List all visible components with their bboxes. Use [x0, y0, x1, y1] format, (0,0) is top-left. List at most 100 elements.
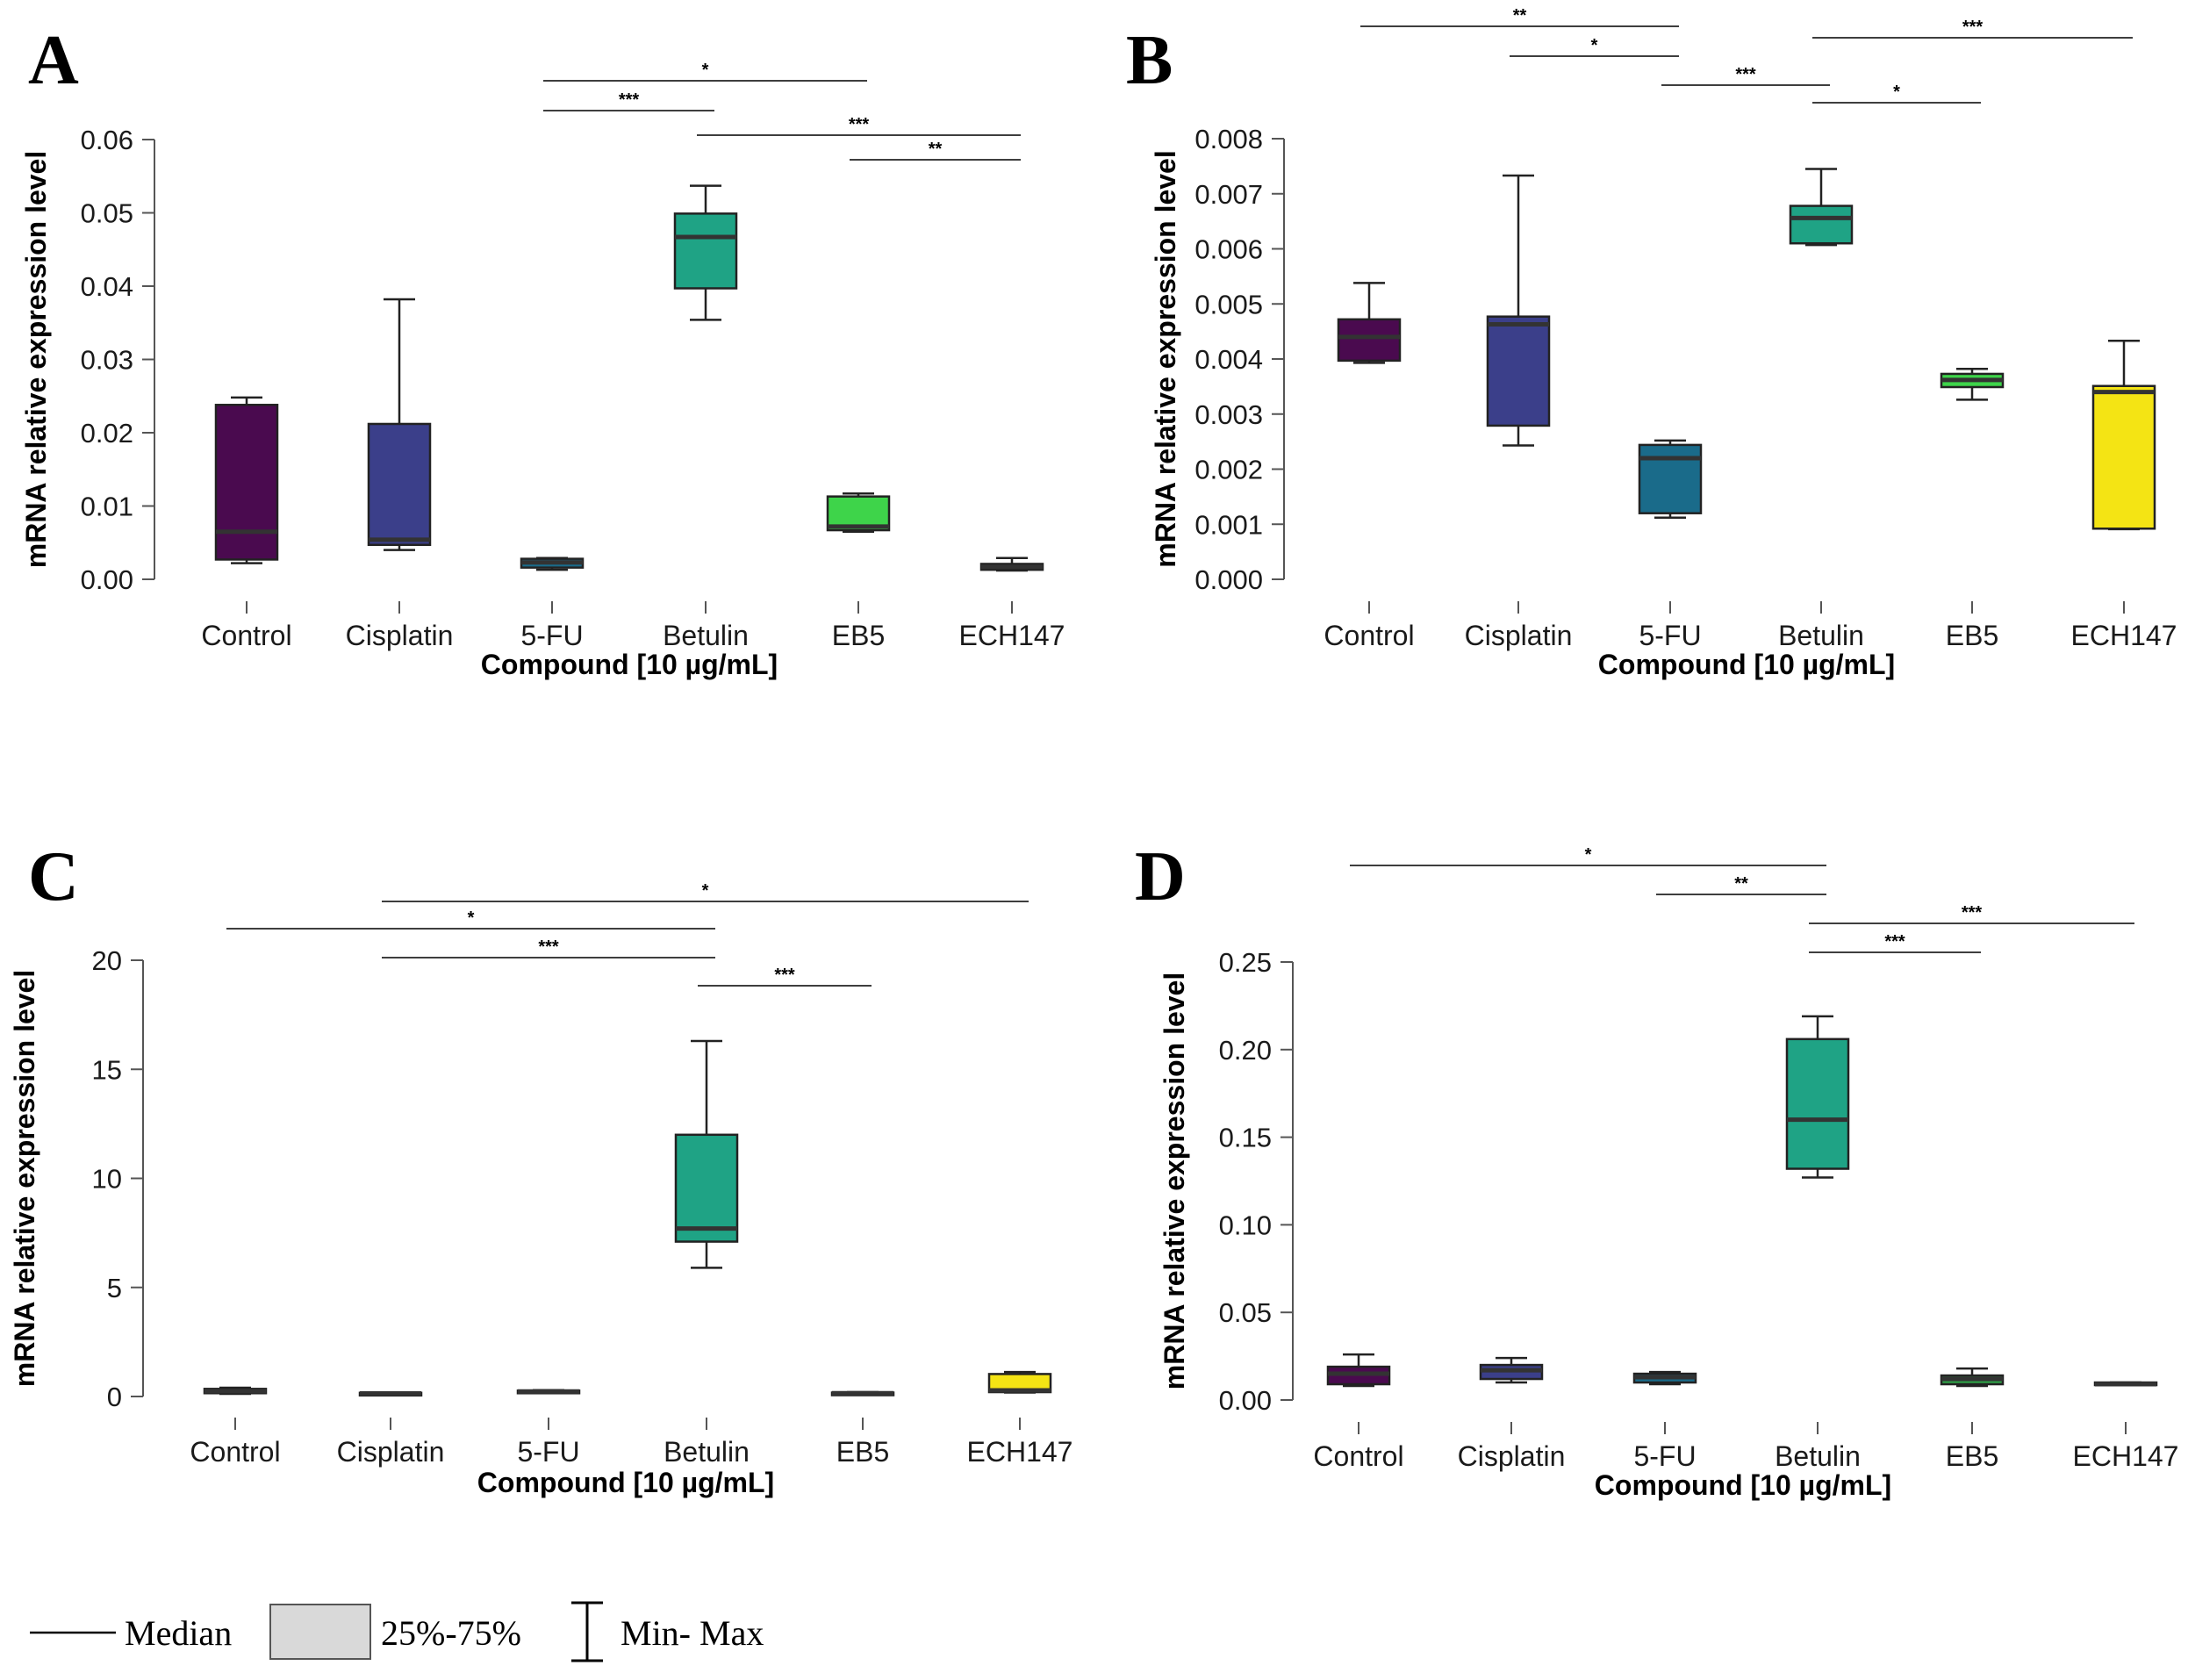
x-tick-label: Betulin: [1778, 620, 1864, 651]
significance-bar: *: [1812, 83, 1981, 104]
y-tick-label: 0.10: [1219, 1210, 1272, 1240]
x-axis-title: Compound [10 µg/mL]: [1595, 1469, 1891, 1501]
significance-bar: *: [1350, 845, 1826, 866]
significance-label: ***: [1962, 18, 1984, 37]
y-tick-label: 0.25: [1219, 947, 1272, 978]
legend: Median 25%-75% Min- Max: [30, 1601, 764, 1662]
significance-label: ***: [1962, 903, 1983, 923]
legend-range-icon: [571, 1601, 603, 1662]
box-5-fu: [520, 556, 585, 571]
box-cisplatin: [367, 298, 432, 551]
significance-bar: *: [543, 61, 867, 82]
x-tick-label: 5-FU: [1633, 1440, 1696, 1472]
y-tick-label: 0.005: [1194, 289, 1263, 319]
significance-label: ***: [619, 90, 640, 110]
legend-range-label: Min- Max: [621, 1613, 764, 1653]
x-tick-label: EB5: [836, 1436, 889, 1468]
box-betulin: [1785, 1015, 1850, 1179]
box-ech147: [2091, 340, 2156, 531]
box-control: [203, 1386, 268, 1396]
box-eb5: [1940, 1367, 2005, 1388]
y-tick-label: 0.008: [1194, 124, 1263, 154]
significance-bar: **: [850, 140, 1021, 161]
y-tick-label: 0.00: [81, 564, 133, 595]
y-tick-label: 0.05: [1219, 1297, 1272, 1328]
legend-iqr-swatch: [269, 1604, 371, 1660]
y-tick-label: 0.04: [81, 271, 133, 302]
box-cisplatin: [1479, 1356, 1544, 1384]
iqr-box: [674, 1133, 739, 1243]
box-control: [214, 396, 279, 564]
significance-bar: **: [1360, 6, 1679, 27]
significance-label: **: [1734, 874, 1748, 894]
iqr-box: [1785, 1037, 1850, 1170]
significance-bar: *: [382, 881, 1029, 902]
y-tick-label: 0.004: [1194, 344, 1263, 375]
significance-label: *: [1591, 36, 1598, 55]
y-tick-label: 0.02: [81, 418, 133, 449]
x-tick-label: Control: [1324, 620, 1414, 651]
significance-label: *: [468, 908, 475, 928]
x-tick-label: Cisplatin: [1465, 620, 1573, 651]
y-axis-title: mRNA relative expression level: [20, 151, 52, 568]
significance-bar: ***: [1809, 932, 1981, 953]
x-tick-label: ECH147: [967, 1436, 1073, 1468]
x-tick-label: 5-FU: [517, 1436, 579, 1468]
significance-label: ***: [774, 966, 795, 985]
significance-bar: ***: [697, 115, 1021, 136]
box-control: [1337, 282, 1402, 364]
y-tick-label: 0.006: [1194, 234, 1263, 265]
box-ech147: [987, 1370, 1052, 1394]
y-tick-label: 15: [92, 1054, 122, 1085]
significance-label: ***: [849, 115, 870, 134]
x-tick-label: Control: [1313, 1440, 1403, 1472]
y-tick-label: 0.000: [1194, 564, 1263, 595]
significance-label: ***: [1884, 932, 1905, 951]
y-tick-label: 0.06: [81, 125, 133, 155]
iqr-box: [1638, 443, 1703, 514]
box-eb5: [1940, 368, 2005, 401]
iqr-box: [1789, 205, 1854, 245]
significance-label: *: [1893, 83, 1900, 102]
x-tick-label: Cisplatin: [1458, 1440, 1566, 1472]
panel-letter: D: [1135, 838, 1186, 915]
panel-letter: C: [28, 838, 79, 915]
iqr-box: [1337, 318, 1402, 363]
x-tick-label: 5-FU: [520, 620, 583, 651]
panel-c: C 0 5 10 15 20 mRNA relative expression level C…: [9, 838, 1072, 1498]
y-tick-label: 0.15: [1219, 1123, 1272, 1153]
significance-label: *: [1585, 845, 1592, 865]
x-tick-label: Betulin: [663, 620, 749, 651]
x-tick-label: ECH147: [2071, 620, 2177, 651]
x-tick-label: Cisplatin: [346, 620, 454, 651]
y-tick-label: 0.007: [1194, 179, 1263, 210]
significance-label: *: [702, 881, 709, 901]
panel-letter: B: [1126, 22, 1173, 99]
significance-bar: ***: [1661, 65, 1830, 86]
y-tick-label: 0.20: [1219, 1035, 1272, 1066]
x-tick-label: Control: [201, 620, 291, 651]
x-tick-label: Control: [190, 1436, 280, 1468]
y-tick-label: 0.001: [1194, 509, 1263, 540]
y-tick-label: 0.003: [1194, 399, 1263, 430]
box-eb5: [826, 492, 891, 533]
panel-letter: A: [28, 22, 79, 99]
x-tick-label: ECH147: [959, 620, 1065, 651]
iqr-box: [367, 422, 432, 547]
significance-label: **: [929, 140, 943, 159]
significance-bar: ***: [1809, 903, 2134, 924]
significance-bar: **: [1656, 874, 1826, 895]
y-axis-title: mRNA relative expression level: [1159, 973, 1190, 1389]
x-tick-label: Cisplatin: [337, 1436, 445, 1468]
y-tick-label: 0.00: [1219, 1385, 1272, 1416]
x-tick-label: 5-FU: [1639, 620, 1701, 651]
significance-bar: ***: [382, 937, 715, 958]
y-tick-label: 10: [92, 1164, 122, 1195]
iqr-box: [2091, 384, 2156, 530]
y-axis-title: mRNA relative expression level: [1150, 150, 1181, 567]
x-axis-title: Compound [10 µg/mL]: [481, 649, 778, 680]
significance-bar: ***: [1812, 18, 2133, 39]
y-tick-label: 20: [92, 945, 122, 976]
significance-bar: *: [1510, 36, 1679, 57]
x-tick-label: EB5: [832, 620, 885, 651]
